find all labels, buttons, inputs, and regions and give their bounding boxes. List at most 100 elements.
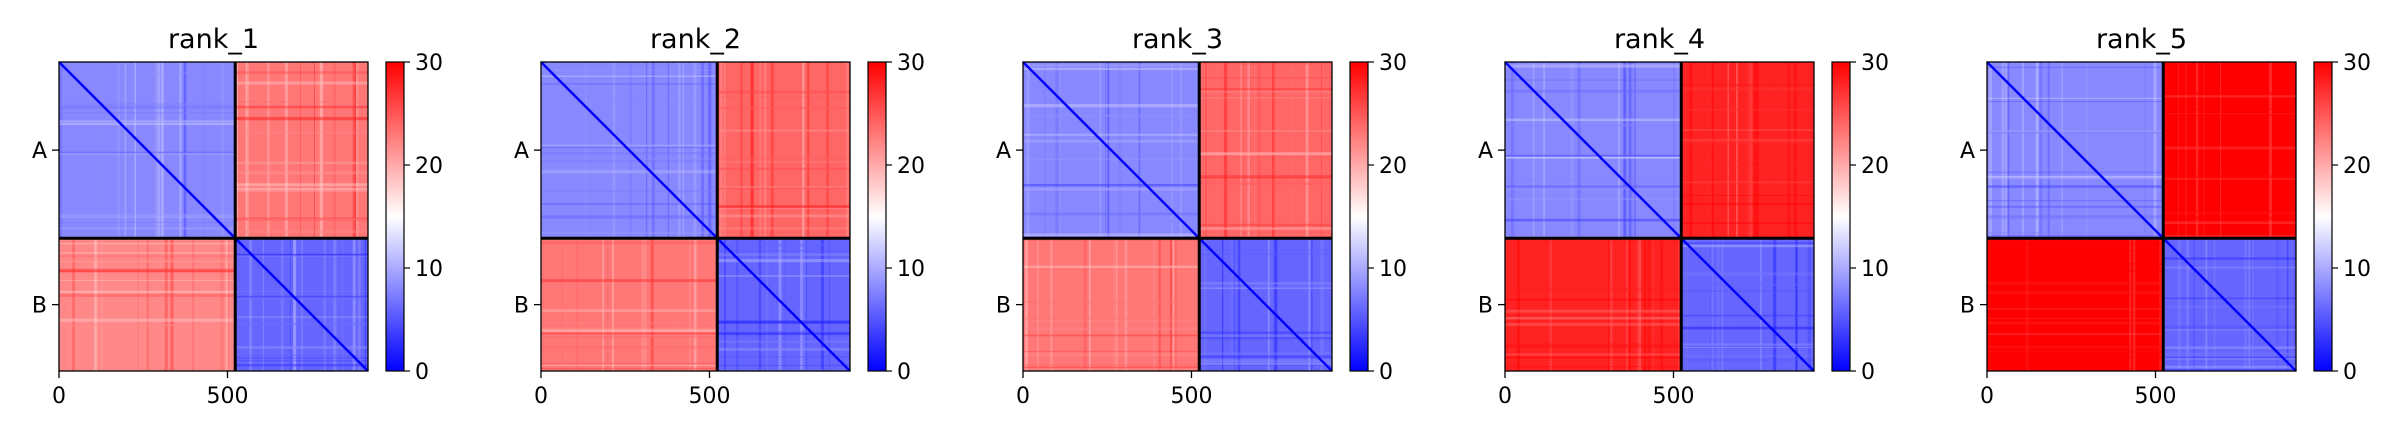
- heatmap-column-stripe: [2249, 238, 2252, 371]
- heatmap-row-stripe: [2163, 235, 2296, 237]
- heatmap-column-stripe: [192, 238, 195, 371]
- colorbar-tick-label: 10: [1379, 257, 1407, 282]
- heatmap-row-stripe: [235, 189, 368, 192]
- heatmap-row-stripe: [1023, 214, 1200, 216]
- heatmap-row-stripe: [2163, 356, 2296, 358]
- heatmap-column-stripe: [700, 62, 702, 239]
- heatmap-column-stripe: [1577, 62, 1581, 239]
- heatmap-column-stripe: [357, 238, 361, 371]
- heatmap-block-B-A: [59, 238, 236, 371]
- heatmap-column-stripe: [1124, 238, 1128, 371]
- heatmap-column-stripe: [280, 238, 284, 371]
- heatmap-row-stripe: [59, 294, 236, 297]
- heatmap-column-stripe: [1570, 62, 1574, 239]
- pae-panel-5: rank_5 0 500 A B 0 10 20 30: [1960, 24, 2371, 409]
- heatmap-row-stripe: [1987, 66, 2164, 69]
- heatmap-row-stripe: [1987, 243, 2164, 246]
- heatmap-column-stripe: [1635, 238, 1639, 371]
- heatmap-row-stripe: [59, 120, 236, 122]
- heatmap-row-stripe: [2163, 352, 2296, 356]
- heatmap-row-stripe: [1023, 158, 1200, 161]
- heatmap-row-stripe: [1505, 218, 1682, 222]
- heatmap-row-stripe: [541, 364, 718, 367]
- heatmap-row-stripe: [717, 249, 850, 252]
- heatmap-row-stripe: [1681, 87, 1814, 91]
- heatmap-row-stripe: [541, 241, 718, 245]
- heatmap-row-stripe: [59, 152, 236, 156]
- y-tick-label: A: [1478, 139, 1493, 164]
- heatmap-row-stripe: [1681, 326, 1814, 330]
- heatmap-row-stripe: [59, 227, 236, 230]
- heatmap-column-stripe: [1237, 238, 1241, 371]
- heatmap-row-stripe: [2163, 221, 2296, 225]
- heatmap-column-stripe: [1795, 62, 1798, 239]
- heatmap-column-stripe: [2248, 238, 2252, 371]
- heatmap-column-stripe: [2047, 62, 2050, 239]
- heatmap-column-stripe: [717, 62, 721, 239]
- heatmap-row-stripe: [59, 252, 236, 254]
- pae-panel-2: rank_2 0 500 A B 0 10 20 30: [514, 24, 925, 409]
- heatmap-row-stripe: [2163, 297, 2296, 300]
- heatmap-column-stripe: [568, 238, 570, 371]
- heatmap-column-stripe: [649, 62, 651, 239]
- heatmap-column-stripe: [1158, 238, 1161, 371]
- heatmap-column-stripe: [607, 238, 609, 371]
- heatmap-row-stripe: [717, 330, 850, 333]
- heatmap-row-stripe: [1023, 233, 1200, 237]
- heatmap-row-stripe: [235, 354, 368, 356]
- heatmap-row-stripe: [1681, 161, 1814, 163]
- heatmap-column-stripe: [2156, 238, 2160, 371]
- heatmap-row-stripe: [2163, 108, 2296, 111]
- heatmap-column-stripe: [2186, 238, 2190, 371]
- axes-frame: [58, 61, 369, 372]
- heatmap-row-stripe: [1023, 301, 1200, 304]
- heatmap-row-stripe: [1505, 156, 1682, 159]
- heatmap-column-stripe: [2035, 62, 2039, 239]
- heatmap-row-stripe: [59, 106, 236, 109]
- heatmap-column-stripe: [651, 62, 655, 239]
- heatmap-diagonal: [1022, 61, 1333, 372]
- heatmap-row-stripe: [235, 132, 368, 134]
- heatmap-column-stripe: [1686, 238, 1689, 371]
- heatmap-row-stripe: [1681, 355, 1814, 357]
- heatmap-row-stripe: [541, 69, 718, 71]
- heatmap-column-stripe: [1321, 62, 1322, 239]
- heatmap-row-stripe: [717, 347, 850, 351]
- heatmap-row-stripe: [2163, 113, 2296, 115]
- heatmap-row-stripe: [541, 152, 718, 155]
- heatmap-column-stripe: [2129, 238, 2132, 371]
- heatmap-column-stripe: [2159, 62, 2161, 239]
- heatmap-row-stripe: [235, 347, 368, 349]
- heatmap-row-stripe: [2163, 177, 2296, 180]
- heatmap-row-stripe: [59, 72, 236, 74]
- heatmap-row-stripe: [541, 362, 718, 366]
- heatmap-row-stripe: [1505, 309, 1682, 313]
- colorbar-tick-label: 10: [1861, 257, 1889, 282]
- heatmap-column-stripe: [100, 238, 103, 371]
- heatmap-column-stripe: [2153, 62, 2157, 239]
- heatmap-column-stripe: [134, 62, 136, 239]
- heatmap-row-stripe: [541, 321, 718, 325]
- heatmap-row-stripe: [1681, 129, 1814, 131]
- heatmap-column-stripe: [1618, 62, 1620, 239]
- heatmap-column-stripe: [802, 62, 805, 239]
- heatmap-column-stripe: [2159, 238, 2163, 371]
- heatmap-row-stripe: [235, 364, 368, 367]
- heatmap-row-stripe: [1681, 240, 1814, 242]
- heatmap-row-stripe: [235, 217, 368, 221]
- heatmap-column-stripe: [1511, 62, 1513, 239]
- heatmap-column-stripe: [764, 62, 766, 239]
- heatmap-row-stripe: [541, 96, 718, 98]
- heatmap-column-stripe: [1026, 62, 1030, 239]
- heatmap-column-stripe: [2130, 238, 2133, 371]
- colorbar: [2313, 61, 2333, 372]
- heatmap-column-stripe: [759, 238, 761, 371]
- heatmap-column-stripe: [2036, 238, 2037, 371]
- colorbar-tick-label: 0: [415, 360, 429, 385]
- heatmap-row-stripe: [2163, 92, 2296, 96]
- colorbar-tick-label: 20: [1861, 154, 1889, 179]
- colorbar-tick-label: 20: [1379, 154, 1407, 179]
- heatmap-column-stripe: [202, 62, 205, 239]
- heatmap-diagonal: [1504, 61, 1815, 372]
- heatmap-row-stripe: [235, 171, 368, 175]
